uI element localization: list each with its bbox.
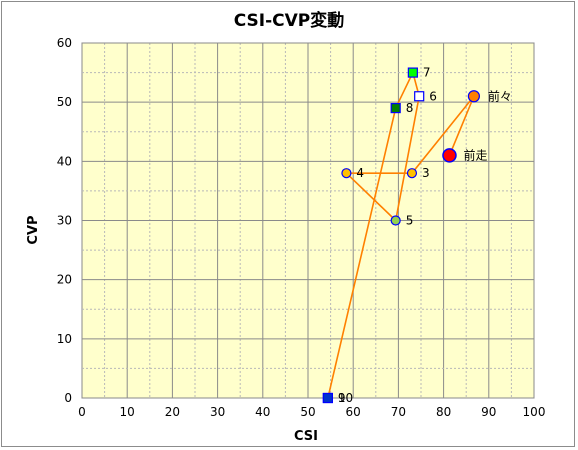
data-label: 7: [423, 66, 431, 80]
x-tick-label: 50: [300, 405, 315, 419]
x-tick-label: 60: [346, 405, 361, 419]
data-label: 前々: [488, 88, 512, 103]
data-point: [390, 102, 401, 114]
data-label: 4: [356, 166, 364, 180]
data-label: 10: [338, 391, 353, 405]
y-tick-label: 0: [64, 391, 72, 405]
data-label: 前走: [463, 147, 487, 162]
y-tick-label: 50: [57, 95, 72, 109]
tick-labels: 0 10 20 30 40 50 60 70 80 90 100 0 10 20 30 40 50 60: [57, 36, 546, 419]
x-tick-label: 100: [523, 405, 546, 419]
x-tick-label: 0: [78, 405, 86, 419]
data-point: [406, 168, 418, 179]
data-label: 8: [406, 101, 414, 115]
data-label: 5: [406, 214, 414, 228]
data-point: [442, 148, 457, 163]
y-axis-label: CVP: [26, 215, 41, 244]
y-tick-label: 30: [57, 214, 72, 228]
x-axis-label: CSI: [294, 429, 318, 444]
series-markers: [322, 67, 480, 404]
x-tick-label: 30: [210, 405, 225, 419]
x-tick-label: 90: [481, 405, 496, 419]
x-tick-label: 70: [391, 405, 406, 419]
point-labels: 前走 前々 3 4 5 6 7 8 910: [338, 66, 512, 405]
data-point: [341, 168, 352, 179]
data-label: 9: [338, 391, 346, 405]
y-tick-label: 60: [57, 36, 72, 50]
y-tick-label: 10: [57, 332, 72, 346]
data-point: [407, 67, 418, 78]
x-tick-label: 40: [255, 405, 270, 419]
data-point: [390, 215, 401, 226]
x-tick-label: 10: [120, 405, 135, 419]
data-point: [322, 392, 333, 404]
data-point: [467, 90, 480, 103]
data-point: [414, 91, 425, 102]
chart-title: CSI-CVP変動: [234, 10, 345, 31]
x-tick-label: 20: [165, 405, 180, 419]
x-tick-label: 80: [436, 405, 451, 419]
data-label: 3: [422, 166, 430, 180]
data-label: 6: [429, 89, 437, 103]
y-tick-label: 40: [57, 154, 72, 168]
grid: [81, 42, 535, 399]
y-tick-label: 20: [57, 273, 72, 287]
